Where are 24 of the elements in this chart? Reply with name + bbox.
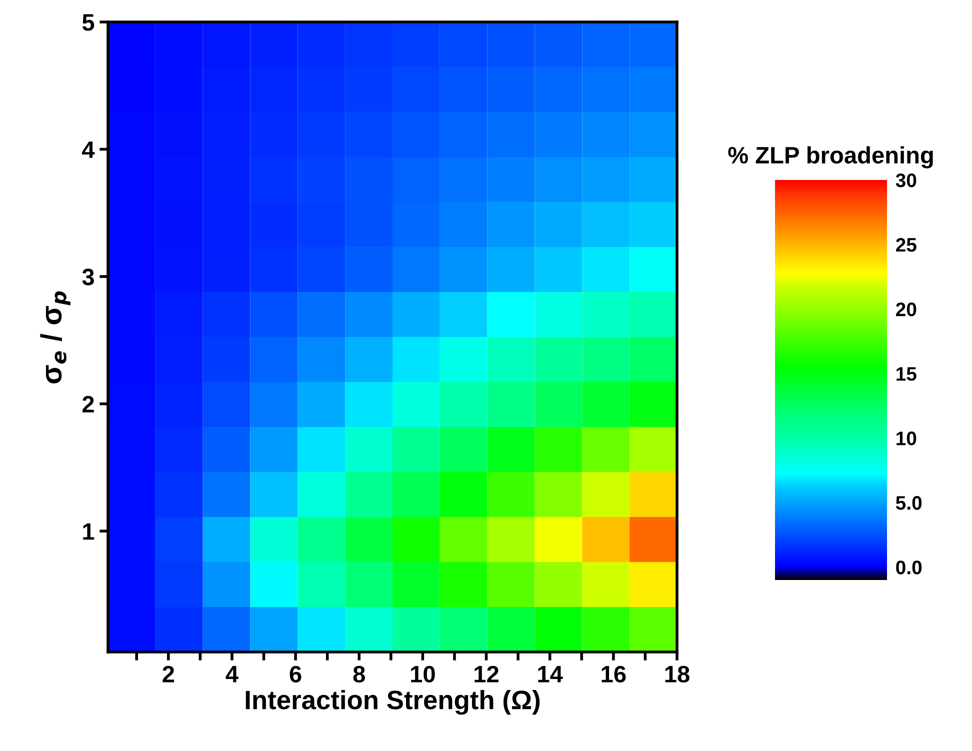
x-axis-title: Interaction Strength (Ω) [246,690,540,715]
color-bar-label: 5.0 [896,496,922,510]
x-tick-label: 6 [290,666,302,683]
x-tick-label: 8 [353,666,365,683]
color-bar-label: 10 [896,432,916,446]
x-tick-label: 16 [602,666,626,683]
y-tick-label: 4 [82,142,95,158]
x-tick-label: 12 [474,666,498,682]
color-bar-label: 20 [896,302,916,316]
color-bar-label: 0.0 [896,560,922,574]
y-tick-label: 5 [82,14,94,31]
y-tick-label: 3 [82,268,94,286]
x-tick-label: 4 [226,666,238,682]
x-tick-label: 14 [538,666,563,682]
color-bar-label: 25 [896,238,916,252]
x-tick-label: 18 [665,666,690,683]
x-tick-label: 2 [162,666,174,682]
y-tick-label: 1 [83,523,94,540]
x-tick-label: 10 [411,666,435,683]
color-bar-title: % ZLP broadening [728,146,933,168]
y-axis-title: σ$_{e}$ / σ$_{p}$ [40,291,70,384]
y-tick-label: 2 [82,396,94,412]
color-bar-label: 15 [896,367,916,381]
color-bar-label: 30 [896,173,916,188]
